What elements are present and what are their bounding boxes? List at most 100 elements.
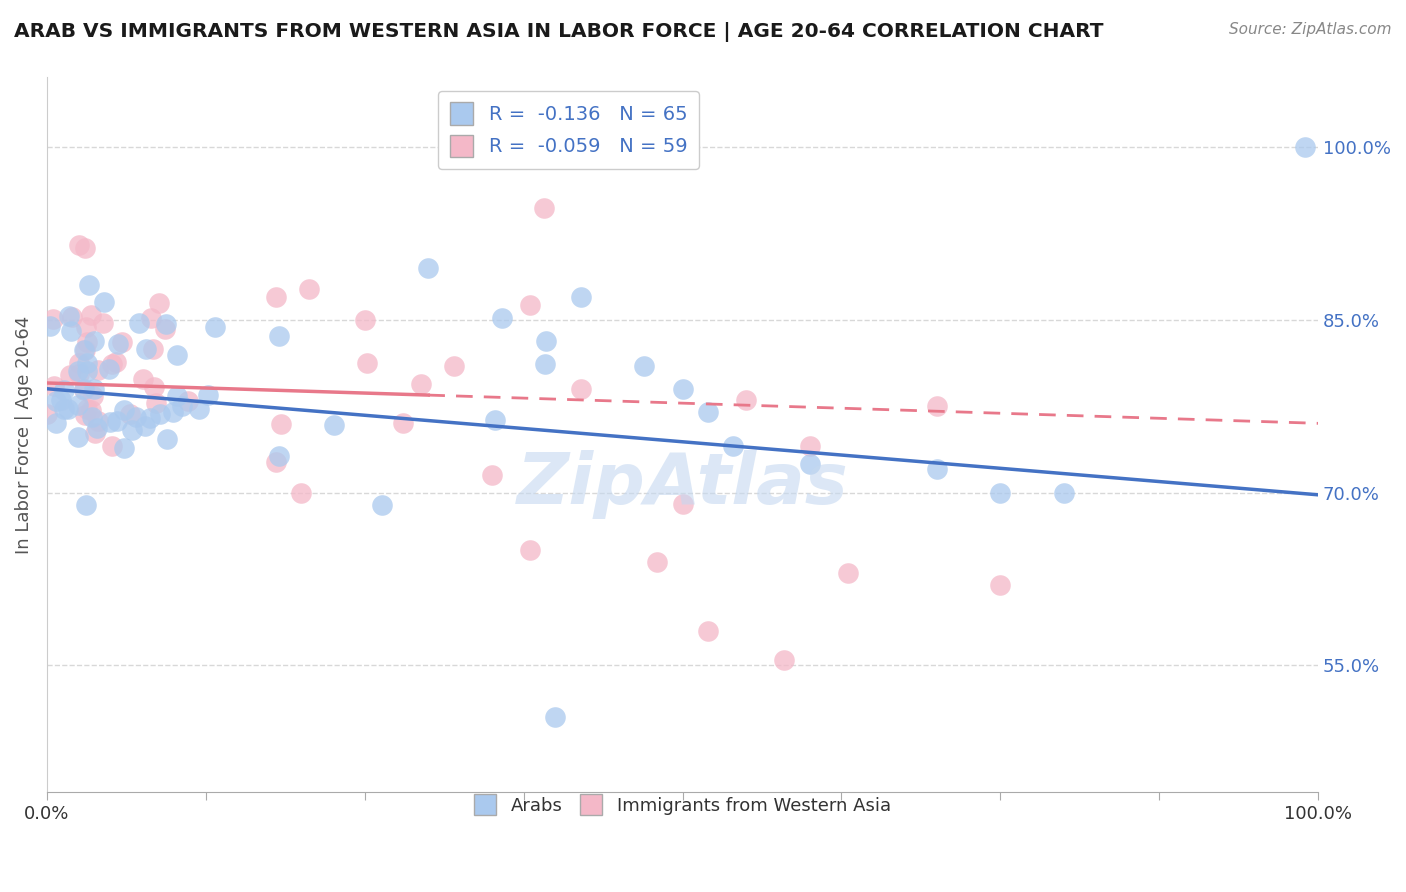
Point (166, 389, 188, 403)
Point (170, 399, 193, 413)
Point (59, 368, 82, 382)
Point (356, 356, 378, 370)
Point (156, 432, 179, 446)
Point (837, 566, 859, 581)
Point (149, 407, 172, 421)
Point (799, 439, 821, 453)
Point (153, 322, 176, 336)
Point (187, 402, 209, 417)
Point (141, 310, 163, 325)
Point (143, 380, 166, 394)
Point (633, 359, 655, 373)
Point (42, 378, 65, 392)
Point (73, 382, 96, 396)
Point (135, 343, 157, 357)
Point (148, 296, 170, 310)
Point (45, 394, 67, 409)
Y-axis label: In Labor Force | Age 20-64: In Labor Force | Age 20-64 (15, 316, 32, 554)
Point (82, 409, 104, 424)
Point (75, 408, 97, 422)
Point (145, 396, 167, 410)
Point (72, 343, 94, 357)
Point (418, 260, 440, 275)
Point (38, 318, 60, 333)
Point (134, 418, 156, 433)
Point (544, 710, 567, 724)
Point (799, 457, 821, 471)
Point (267, 329, 290, 343)
Point (267, 449, 290, 463)
Point (45, 416, 67, 430)
Point (139, 410, 162, 425)
Point (988, 485, 1011, 500)
Point (93, 295, 115, 310)
Point (53, 402, 76, 417)
Point (73, 241, 96, 255)
Point (67, 364, 90, 378)
Point (98, 415, 121, 429)
Point (723, 439, 745, 453)
Point (322, 418, 344, 433)
Point (131, 371, 153, 385)
Point (79, 277, 101, 292)
Point (197, 388, 219, 402)
Point (697, 405, 720, 419)
Point (82, 389, 104, 403)
Point (83, 334, 105, 348)
Point (491, 310, 513, 325)
Point (98, 361, 121, 376)
Point (176, 393, 198, 408)
Point (56, 401, 79, 416)
Point (75, 343, 97, 357)
Point (112, 441, 135, 455)
Point (107, 337, 129, 351)
Point (111, 335, 134, 350)
Point (569, 289, 592, 303)
Point (481, 468, 503, 483)
Point (75, 320, 97, 334)
Point (142, 342, 165, 356)
Point (118, 407, 141, 421)
Point (392, 417, 415, 431)
Point (484, 413, 506, 427)
Point (76, 356, 98, 370)
Point (75, 498, 97, 512)
Point (83, 382, 105, 396)
Point (121, 423, 143, 437)
Point (645, 555, 668, 569)
Legend: Arabs, Immigrants from Western Asia: Arabs, Immigrants from Western Asia (467, 788, 898, 822)
Point (1294, 139, 1316, 153)
Point (264, 455, 287, 469)
Point (162, 405, 184, 419)
Point (86, 421, 108, 435)
Point (128, 316, 150, 330)
Point (773, 653, 796, 667)
Point (80, 402, 103, 417)
Point (67, 368, 90, 382)
Point (62, 310, 84, 325)
Point (1053, 485, 1076, 500)
Point (42, 311, 65, 326)
Point (76, 335, 98, 350)
Point (76, 402, 98, 417)
Point (735, 393, 758, 408)
Point (58, 309, 80, 323)
Point (59, 324, 82, 338)
Point (925, 462, 948, 476)
Point (53, 383, 76, 397)
Point (67, 237, 90, 252)
Point (67, 430, 90, 444)
Point (73, 383, 96, 397)
Point (69, 356, 91, 370)
Point (49, 393, 72, 408)
Point (87, 363, 110, 377)
Point (988, 578, 1011, 592)
Point (112, 402, 135, 417)
Text: ZipAtlas: ZipAtlas (516, 450, 848, 519)
Point (264, 289, 287, 303)
Point (925, 399, 948, 413)
Point (105, 414, 128, 428)
Point (76, 364, 98, 378)
Point (270, 417, 292, 432)
Text: Source: ZipAtlas.com: Source: ZipAtlas.com (1229, 22, 1392, 37)
